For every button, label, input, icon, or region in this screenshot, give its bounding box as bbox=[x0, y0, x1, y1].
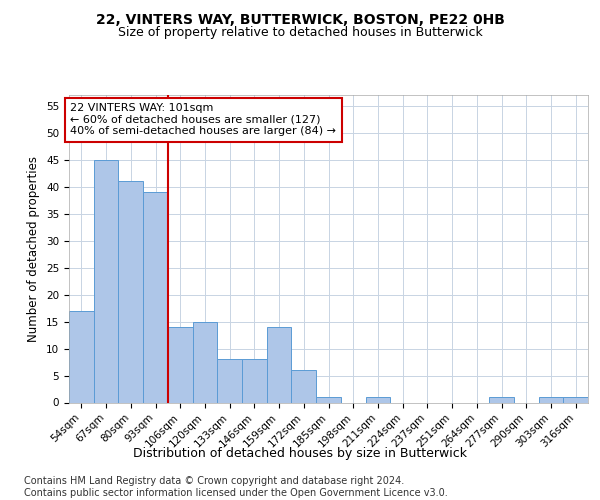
Bar bbox=[69, 311, 94, 402]
Bar bbox=[563, 397, 588, 402]
Bar bbox=[143, 192, 168, 402]
Bar bbox=[217, 360, 242, 403]
Bar bbox=[539, 397, 563, 402]
Bar bbox=[242, 360, 267, 403]
Bar bbox=[168, 327, 193, 402]
Bar bbox=[118, 182, 143, 402]
Text: Size of property relative to detached houses in Butterwick: Size of property relative to detached ho… bbox=[118, 26, 482, 39]
Bar bbox=[193, 322, 217, 402]
Bar bbox=[94, 160, 118, 402]
Y-axis label: Number of detached properties: Number of detached properties bbox=[28, 156, 40, 342]
Bar bbox=[365, 397, 390, 402]
Text: 22, VINTERS WAY, BUTTERWICK, BOSTON, PE22 0HB: 22, VINTERS WAY, BUTTERWICK, BOSTON, PE2… bbox=[95, 12, 505, 26]
Bar bbox=[489, 397, 514, 402]
Text: Contains HM Land Registry data © Crown copyright and database right 2024.
Contai: Contains HM Land Registry data © Crown c… bbox=[24, 476, 448, 498]
Text: Distribution of detached houses by size in Butterwick: Distribution of detached houses by size … bbox=[133, 448, 467, 460]
Text: 22 VINTERS WAY: 101sqm
← 60% of detached houses are smaller (127)
40% of semi-de: 22 VINTERS WAY: 101sqm ← 60% of detached… bbox=[70, 103, 336, 136]
Bar bbox=[267, 327, 292, 402]
Bar bbox=[316, 397, 341, 402]
Bar bbox=[292, 370, 316, 402]
